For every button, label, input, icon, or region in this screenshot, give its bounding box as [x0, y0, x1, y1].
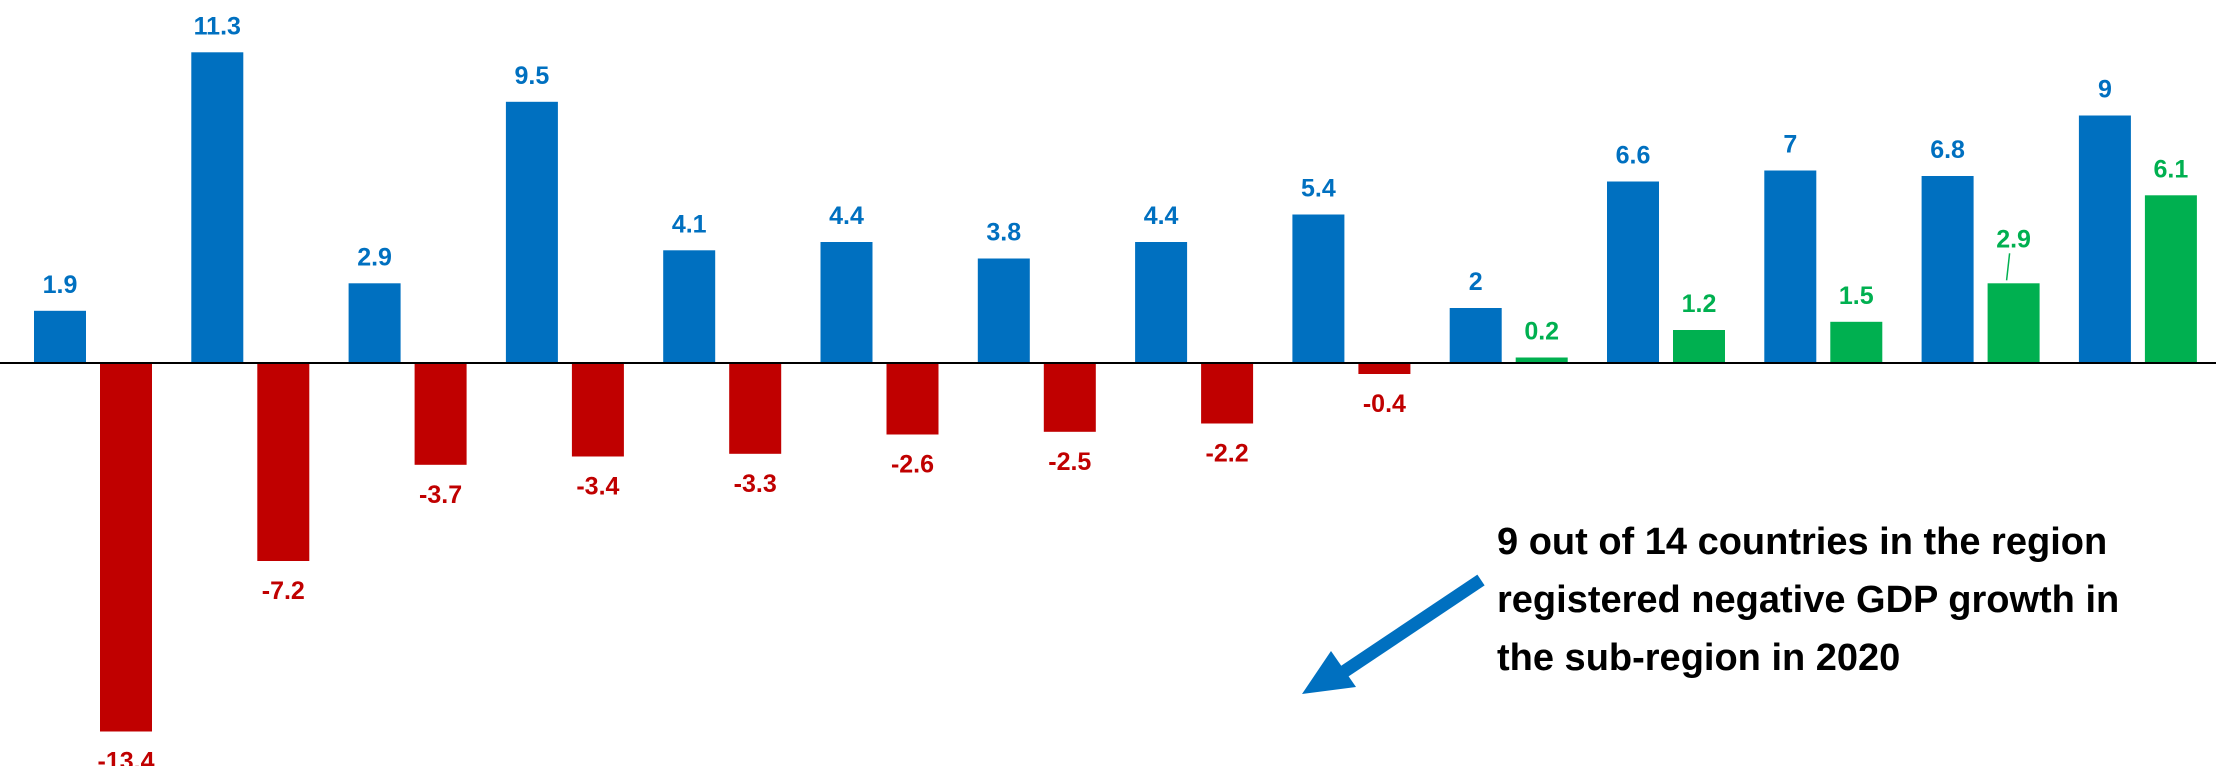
data-label-group: 1.9 -13.4 11.3 -7.2 2.9 -3.7 9.5 -3.4 4.1 -3.3 4.4…: [43, 12, 2189, 766]
data-label-a-3: 2.9: [357, 243, 392, 271]
bar-a-1: [34, 310, 86, 364]
arrow-down-left-icon: [1302, 574, 1485, 694]
bar-a-10: [1449, 308, 1502, 363]
data-label-b-8: -2.2: [1206, 440, 1249, 468]
bar-a-3: [348, 283, 401, 364]
bar-a-12: [1764, 170, 1817, 363]
bar-b-3: [414, 363, 467, 465]
data-label-a-1: 1.9: [43, 271, 78, 299]
data-label-b-12: 1.5: [1839, 282, 1874, 310]
annotation-line-1: 9 out of 14 countries in the region: [1497, 521, 2108, 563]
bar-b-12: [1830, 321, 1883, 364]
data-label-b-10: 0.2: [1524, 318, 1559, 346]
bar-b-5: [729, 363, 782, 454]
data-label-a-8: 4.4: [1144, 202, 1179, 230]
annotation-text: 9 out of 14 countries in the region regi…: [1497, 513, 2212, 687]
data-label-a-11: 6.6: [1616, 142, 1651, 170]
bar-a-2: [191, 52, 244, 364]
label-leader-line: [2005, 253, 2011, 281]
bar-b-6: [886, 363, 939, 435]
bar-b-2: [257, 363, 310, 561]
bar-b-8: [1201, 363, 1254, 424]
data-label-a-2: 11.3: [194, 12, 241, 40]
bar-b-4: [571, 363, 624, 457]
annotation-line-2: registered negative GDP growth in: [1497, 579, 2120, 621]
data-label-b-13: 2.9: [1996, 225, 2031, 253]
data-label-b-2: -7.2: [262, 577, 305, 605]
bar-b-11: [1673, 330, 1725, 363]
bar-a-5: [663, 250, 716, 363]
data-label-a-13: 6.8: [1930, 136, 1965, 164]
bar-a-13: [1921, 176, 1974, 363]
data-label-b-14: 6.1: [2154, 155, 2189, 183]
data-label-b-7: -2.5: [1048, 448, 1091, 476]
data-label-a-9: 5.4: [1301, 175, 1336, 203]
data-label-a-5: 4.1: [672, 210, 707, 238]
data-label-a-10: 2: [1469, 268, 1483, 296]
bar-a-11: [1607, 181, 1659, 363]
data-label-b-5: -3.3: [734, 470, 777, 498]
bar-a-9: [1292, 214, 1345, 363]
data-label-b-1: -13.4: [98, 748, 155, 766]
data-label-a-6: 4.4: [829, 202, 864, 230]
data-label-b-9: -0.4: [1363, 390, 1406, 418]
data-label-a-7: 3.8: [986, 219, 1021, 247]
bar-group: [34, 52, 2197, 732]
data-label-b-11: 1.2: [1682, 290, 1717, 318]
data-label-b-3: -3.7: [419, 481, 462, 509]
data-label-b-4: -3.4: [576, 473, 619, 501]
bar-b-13: [1987, 283, 2040, 364]
data-label-a-14: 9: [2098, 76, 2112, 104]
bar-b-7: [1043, 363, 1096, 432]
bar-b-9: [1358, 363, 1411, 374]
bar-b-14: [2144, 195, 2197, 364]
annotation-line-3: the sub-region in 2020: [1497, 637, 1901, 679]
bar-a-4: [505, 101, 558, 364]
data-label-b-6: -2.6: [891, 451, 934, 479]
bar-a-7: [977, 258, 1030, 363]
bar-b-10: [1515, 357, 1568, 363]
data-label-a-4: 9.5: [515, 62, 550, 90]
bar-b-1: [100, 363, 152, 732]
data-label-a-12: 7: [1783, 131, 1797, 159]
bar-a-6: [820, 242, 873, 363]
bar-a-8: [1135, 242, 1188, 363]
bar-a-14: [2078, 115, 2131, 363]
